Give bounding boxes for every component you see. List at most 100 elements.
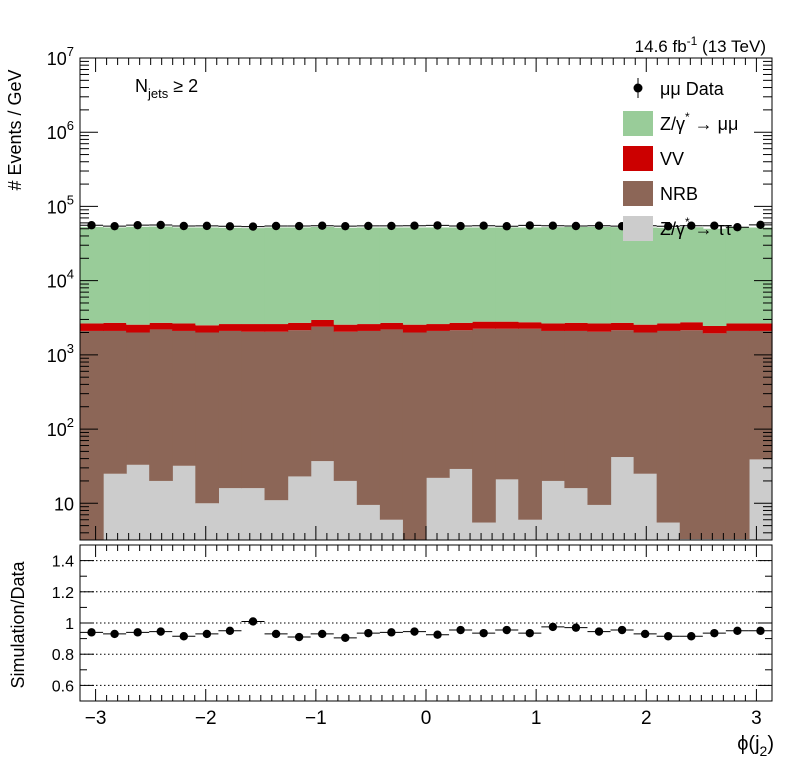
- ratio-y-axis: 0.6 0.8 1 1.2 1.4: [52, 544, 772, 702]
- bar-z--18: [495, 227, 519, 322]
- bar-vv-25: [656, 323, 681, 331]
- bar-nrb-6: [218, 330, 243, 489]
- bar-z--6: [218, 227, 243, 325]
- bar-z--21: [564, 488, 589, 540]
- ratio-point-18: [502, 625, 511, 635]
- x-tick-label-4: 1: [531, 708, 542, 729]
- ratio-point-28: [733, 626, 742, 635]
- bar-z--25: [656, 227, 681, 324]
- data-point-19: [525, 221, 535, 230]
- bar-z--12: [356, 504, 381, 540]
- bar-z--1: [103, 227, 127, 323]
- ratio-point-19: [525, 628, 535, 638]
- data-point-11: [341, 221, 350, 231]
- main-x-ticks: [95, 58, 757, 540]
- bar-nrb-26: [679, 330, 704, 540]
- data-point-13: [387, 221, 396, 231]
- ratio-point-22: [594, 627, 604, 636]
- ratio-y-tick-label-4: 1.4: [52, 554, 74, 571]
- ratio-point-11: [341, 633, 350, 643]
- bar-nrb-22: [587, 331, 612, 505]
- bar-z--1: [103, 473, 127, 540]
- ratio-point-16: [456, 625, 465, 635]
- bar-z--7: [241, 488, 266, 540]
- data-point-26: [687, 221, 696, 230]
- bar-nrb-19: [518, 328, 542, 520]
- main-y-axis: 107 106 105 104 103 102 10: [47, 44, 772, 534]
- bar-z--26: [679, 227, 704, 323]
- legend-swatch-vv: [623, 146, 653, 171]
- bar-z--23: [610, 457, 635, 540]
- bar-nrb-10: [310, 326, 335, 462]
- main-y-axis-title: # Events / GeV: [5, 69, 25, 190]
- legend-swatch-dy_mumu: [623, 111, 653, 136]
- bar-vv-6: [218, 324, 243, 331]
- y-tick-label-10: 10: [54, 494, 74, 514]
- legend: μμ Data Z/γ* → μμ VV NRB Z/γ* → ττ: [623, 78, 738, 241]
- ratio-point-23: [617, 625, 627, 635]
- bar-z--19: [518, 519, 542, 540]
- bar-z--10: [310, 226, 335, 320]
- data-point-7: [248, 222, 258, 231]
- bar-nrb-5: [195, 332, 219, 504]
- data-point-0: [87, 221, 96, 230]
- y-tick-label-10000000: 107: [47, 44, 74, 69]
- bar-vv-1: [103, 322, 127, 331]
- data-point-1: [110, 221, 119, 231]
- ratio-point-21: [571, 623, 581, 632]
- bar-z--14: [402, 227, 427, 325]
- bar-z--15: [426, 477, 450, 540]
- bar-z--17: [472, 227, 496, 322]
- bar-z--20: [541, 480, 565, 540]
- bar-vv-4: [172, 323, 196, 331]
- data-point-18: [502, 222, 511, 231]
- bar-vv-3: [149, 322, 173, 330]
- bar-vv-26: [679, 322, 704, 331]
- bar-nrb-28: [725, 330, 750, 539]
- bar-vv-23: [610, 322, 635, 331]
- bar-z--22: [587, 504, 612, 540]
- ratio-point-2: [133, 628, 142, 637]
- bar-nrb-1: [103, 330, 127, 474]
- bar-z--0: [80, 226, 104, 324]
- bar-vv-14: [402, 324, 427, 333]
- ratio-point-0: [87, 628, 96, 637]
- ratio-point-6: [225, 626, 235, 635]
- ratio-point-17: [479, 628, 488, 638]
- bar-z--24: [633, 473, 658, 540]
- bar-nrb-18: [495, 328, 519, 480]
- ratio-point-4: [179, 632, 189, 641]
- data-point-15: [433, 221, 442, 230]
- data-point-29: [756, 220, 765, 230]
- bar-nrb-29: [748, 330, 773, 460]
- ratio-y-tick-label-2: 1: [65, 616, 74, 633]
- bar-z--25: [656, 522, 681, 540]
- bar-nrb-14: [402, 332, 427, 540]
- ratio-y-axis-title: Simulation/Data: [8, 560, 28, 688]
- bar-z--21: [564, 226, 589, 323]
- data-point-25: [663, 222, 673, 231]
- bar-z--15: [426, 227, 450, 325]
- y-tick-label-100: 102: [47, 415, 74, 440]
- legend-label-data: μμ Data: [660, 79, 725, 99]
- legend-swatch-nrb: [623, 181, 653, 206]
- ratio-point-8: [271, 629, 281, 639]
- bar-nrb-8: [264, 331, 289, 501]
- bar-vv-29: [748, 323, 773, 331]
- data-point-9: [294, 221, 304, 231]
- bar-nrb-23: [610, 330, 635, 458]
- bar-vv-11: [333, 324, 358, 332]
- ratio-y-tick-label-0: 0.6: [52, 678, 74, 695]
- ratio-gridlines: [80, 560, 772, 686]
- bar-vv-21: [564, 322, 589, 331]
- bar-z--9: [287, 227, 312, 323]
- bar-nrb-17: [472, 328, 496, 523]
- bar-vv-24: [633, 324, 658, 333]
- bar-z--16: [449, 468, 473, 540]
- bar-z--22: [587, 226, 612, 324]
- y-tick-label-100000: 105: [47, 192, 74, 217]
- bar-z--24: [633, 227, 658, 325]
- bar-nrb-11: [333, 331, 358, 481]
- bar-nrb-15: [426, 330, 450, 478]
- bar-nrb-24: [633, 332, 658, 474]
